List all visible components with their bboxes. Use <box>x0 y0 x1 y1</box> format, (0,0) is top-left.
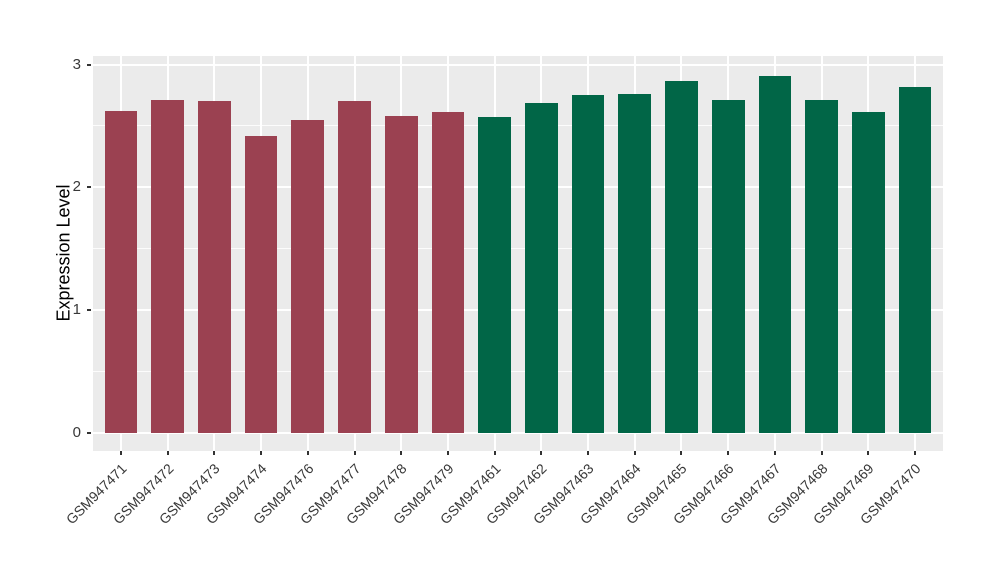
y-tick-mark <box>87 308 91 311</box>
y-tick-label: 0 <box>72 423 81 441</box>
bar-GSM947469 <box>851 112 885 433</box>
bar-GSM947463 <box>571 95 605 433</box>
major-gridline <box>93 308 943 311</box>
bar-GSM947477 <box>338 101 371 433</box>
x-tick-mark <box>680 451 683 455</box>
bar-GSM947478 <box>384 116 418 433</box>
x-tick-mark <box>446 451 449 455</box>
x-tick-mark <box>120 451 123 455</box>
y-tick-label: 1 <box>72 300 81 318</box>
x-tick-mark <box>820 451 823 455</box>
x-tick-mark <box>400 451 403 455</box>
bar-GSM947473 <box>198 101 231 433</box>
minor-gridline <box>93 248 943 250</box>
y-tick-mark <box>87 63 91 66</box>
bar-GSM947471 <box>104 111 138 433</box>
bar-GSM947472 <box>151 100 185 433</box>
minor-gridline <box>93 370 943 372</box>
bar-GSM947465 <box>665 80 698 433</box>
bar-GSM947462 <box>525 102 558 433</box>
y-tick-mark <box>87 431 91 434</box>
x-tick-mark <box>773 451 776 455</box>
y-tick-mark <box>87 186 91 189</box>
y-tick-label: 2 <box>72 178 81 196</box>
bar-GSM947474 <box>244 135 278 433</box>
x-tick-mark <box>867 451 870 455</box>
bar-GSM947464 <box>618 94 652 433</box>
bar-GSM947479 <box>431 112 465 433</box>
bar-GSM947466 <box>711 100 745 433</box>
x-tick-mark <box>727 451 730 455</box>
x-tick-mark <box>260 451 263 455</box>
x-tick-mark <box>587 451 590 455</box>
major-gridline <box>93 63 943 66</box>
bar-GSM947470 <box>898 86 932 433</box>
x-tick-mark <box>493 451 496 455</box>
x-tick-mark <box>353 451 356 455</box>
x-tick-mark <box>166 451 169 455</box>
x-tick-mark <box>306 451 309 455</box>
bar-GSM947468 <box>805 100 838 433</box>
x-tick-mark <box>213 451 216 455</box>
major-gridline <box>93 186 943 189</box>
x-tick-mark <box>913 451 916 455</box>
bar-GSM947461 <box>478 117 511 433</box>
bar-GSM947476 <box>291 119 325 433</box>
x-tick-mark <box>633 451 636 455</box>
y-tick-label: 3 <box>72 55 81 73</box>
bar-GSM947467 <box>758 75 792 433</box>
plot-panel <box>93 56 943 451</box>
x-tick-mark <box>540 451 543 455</box>
major-gridline <box>93 431 943 434</box>
minor-gridline <box>93 125 943 127</box>
